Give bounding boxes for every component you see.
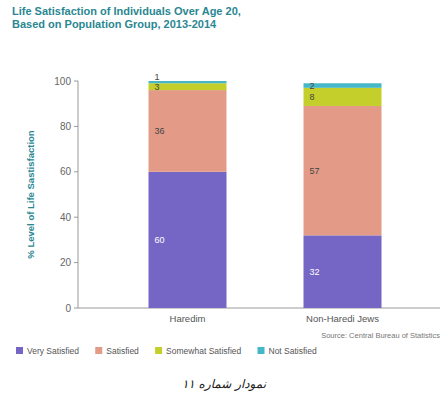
- y-axis-title: % Level of Life Sastisfaction: [25, 130, 36, 258]
- data-label: 57: [310, 166, 320, 176]
- source-note: Source: Central Bureau of Statistics: [321, 331, 440, 340]
- y-tick: [74, 217, 78, 218]
- bar-segment: [149, 172, 227, 308]
- data-label: 1: [155, 72, 160, 82]
- legend-label: Very Satisfied: [27, 346, 79, 356]
- legend-swatch: [155, 347, 162, 354]
- y-tick: [74, 262, 78, 263]
- y-tick: [74, 308, 78, 309]
- x-tick-label: Haredim: [170, 313, 206, 324]
- bar-segment: [304, 83, 382, 88]
- y-tick-label: 100: [54, 76, 71, 87]
- chart-title: Life Satisfaction of Individuals Over Ag…: [12, 5, 241, 30]
- y-tick: [74, 171, 78, 172]
- x-tick-label: Non-Haredi Jews: [306, 313, 379, 324]
- data-label: 3: [155, 82, 160, 92]
- data-label: 2: [310, 81, 315, 91]
- chart-container: Life Satisfaction of Individuals Over Ag…: [0, 0, 448, 401]
- data-label: 36: [155, 126, 165, 136]
- title-line: Based on Population Group, 2013-2014: [12, 18, 217, 30]
- y-tick-label: 80: [60, 121, 72, 132]
- title-line: Life Satisfaction of Individuals Over Ag…: [12, 5, 241, 17]
- caption: نمودار شماره ۱۱: [182, 377, 267, 391]
- y-axis-line: [78, 81, 79, 308]
- bars: [149, 81, 382, 308]
- bar-segment: [149, 81, 227, 83]
- legend-label: Satisfied: [106, 346, 139, 356]
- y-tick: [74, 126, 78, 127]
- y-tick: [74, 81, 78, 82]
- legend: Very Satisfied Satisfied Somewhat Satisfie…: [16, 346, 317, 356]
- y-tick-label: 60: [60, 166, 72, 177]
- data-labels: 60 36 31 32 57 82: [155, 72, 320, 277]
- chart-svg: Life Satisfaction of Individuals Over Ag…: [0, 0, 448, 401]
- bar-segment: [304, 235, 382, 308]
- bar-segment: [149, 90, 227, 172]
- bar-segment: [149, 83, 227, 90]
- y-tick-label: 20: [60, 257, 72, 268]
- data-label: 60: [155, 235, 165, 245]
- legend-label: Not Satisfied: [269, 346, 317, 356]
- y-tick-label: 40: [60, 212, 72, 223]
- legend-swatch: [16, 347, 23, 354]
- data-label: 32: [310, 267, 320, 277]
- legend-swatch: [258, 347, 265, 354]
- legend-label: Somewhat Satisfied: [166, 346, 241, 356]
- bar-segment: [304, 106, 382, 235]
- x-axis-line: [78, 308, 440, 309]
- data-label: 8: [310, 92, 315, 102]
- bar-segment: [304, 88, 382, 106]
- y-tick-label: 0: [65, 303, 71, 314]
- legend-swatch: [95, 347, 102, 354]
